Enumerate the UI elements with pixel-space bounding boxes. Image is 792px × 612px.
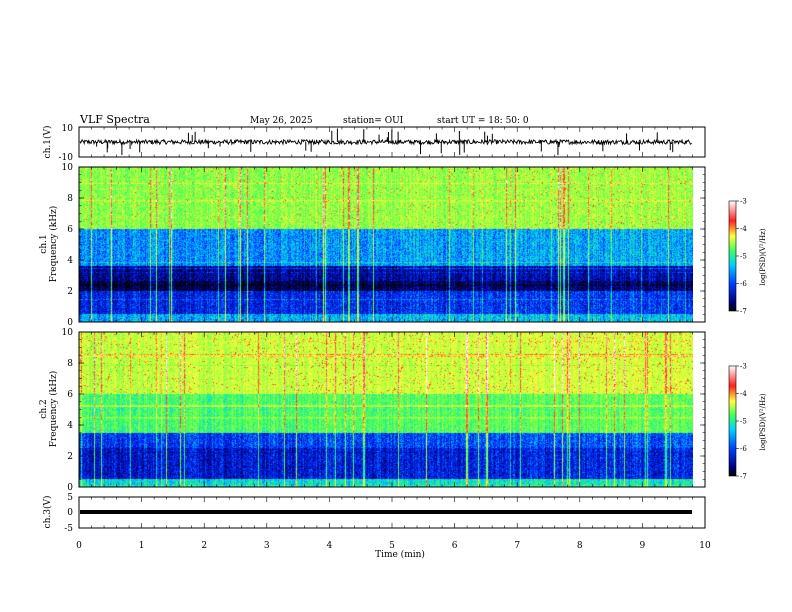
x-tick-label: 1 [139,541,145,551]
colorbar-tick-label: -6 [740,445,747,453]
y-tick-label: 10 [62,328,74,338]
ch3-wave-ylabel: ch.3(V) [42,496,53,529]
y-tick-label: 2 [67,287,73,297]
colorbar-ch1-ticks: -3 -4 -5 -6 -7 [736,198,747,316]
ch1-wave-ytick-top: 10 [62,124,74,134]
x-tick-label: 8 [577,541,583,551]
y-tick-label: 6 [67,225,73,235]
colorbar-tick-label: -3 [740,363,747,371]
colorbar-ch1: -3 -4 -5 -6 -7 log(PSD)(V²/Hz) [728,198,767,316]
start-time-label: start UT = 18: 50: 0 [437,116,529,126]
ch2-spectrogram-panel: 10 8 6 4 2 0 ch.2 Frequency (kHz) [39,328,706,493]
colorbar-tick-label: -4 [740,225,747,233]
ch2-spectrogram-image [79,332,693,487]
ch1-wave-ylabel: ch.1(V) [42,126,53,159]
colorbar-ch2: -3 -4 -5 -6 -7 log(PSD)(V²/Hz) [728,363,767,481]
x-tick-label: 3 [264,541,270,551]
x-axis-ticks [78,127,706,528]
ch2-spec-ylabel-bottom: Frequency (kHz) [48,371,59,448]
colorbar-ch1-label: log(PSD)(V²/Hz) [759,228,767,285]
x-axis-label: Time (min) [375,549,425,560]
ch1-wave-line [79,138,692,146]
y-tick-label: 10 [62,163,74,173]
ch3-wave-ytick-bottom: -5 [64,524,73,534]
y-tick-label: 0 [67,318,73,328]
colorbar-tick-label: -5 [740,253,747,261]
x-tick-label: 4 [327,541,333,551]
colorbar-ch2-ticks: -3 -4 -5 -6 -7 [736,363,747,481]
ch1-spec-yticks: 10 8 6 4 2 0 [62,163,705,328]
colorbar-ch1-scale [728,200,737,312]
x-tick-label: 5 [389,541,395,551]
colorbar-tick-label: -6 [740,280,747,288]
ch1-spec-ylabel-bottom: Frequency (kHz) [48,206,59,283]
ch1-spectrogram-image [79,167,693,322]
x-tick-label: 0 [76,541,82,551]
y-tick-label: 2 [67,452,73,462]
station-label: station= OUI [343,116,404,126]
colorbar-tick-label: -5 [740,418,747,426]
ch1-spectrogram-panel: 10 8 6 4 2 0 ch.1 Frequency (kHz) [39,163,706,328]
ch2-spec-ylabel-top: ch.2 [39,399,49,418]
y-tick-label: 4 [67,421,73,431]
ch3-wave-ytick-top: 5 [67,493,73,503]
ch2-spec-yticks: 10 8 6 4 2 0 [62,328,705,493]
colorbar-ch2-scale [728,365,737,477]
x-tick-label: 7 [514,541,520,551]
y-tick-label: 4 [67,256,73,266]
ch3-waveform-panel: 5 0 -5 ch.3(V) [42,493,706,534]
date-label: May 26, 2025 [250,116,313,126]
ch1-wave-ytick-bottom: -10 [59,153,74,163]
colorbar-tick-label: -4 [740,390,747,398]
ch1-spec-ylabel-top: ch.1 [39,234,49,253]
x-tick-label: 2 [201,541,207,551]
y-tick-label: 6 [67,390,73,400]
ch3-wave-ytick-mid: 0 [67,508,73,518]
x-axis-tick-labels: 0 1 2 3 4 5 6 7 8 9 10 [76,541,711,551]
colorbar-tick-label: -3 [740,198,747,206]
colorbar-ch2-label: log(PSD)(V²/Hz) [759,393,767,450]
y-tick-label: 8 [67,359,73,369]
figure-title: VLF Spectra [79,113,150,126]
colorbar-tick-label: -7 [740,473,747,481]
colorbar-tick-label: -7 [740,308,747,316]
x-tick-label: 9 [640,541,646,551]
ch1-wave-spikes [96,128,674,156]
y-tick-label: 8 [67,194,73,204]
x-tick-label: 10 [699,541,711,551]
y-tick-label: 0 [67,483,73,493]
x-tick-label: 6 [452,541,458,551]
